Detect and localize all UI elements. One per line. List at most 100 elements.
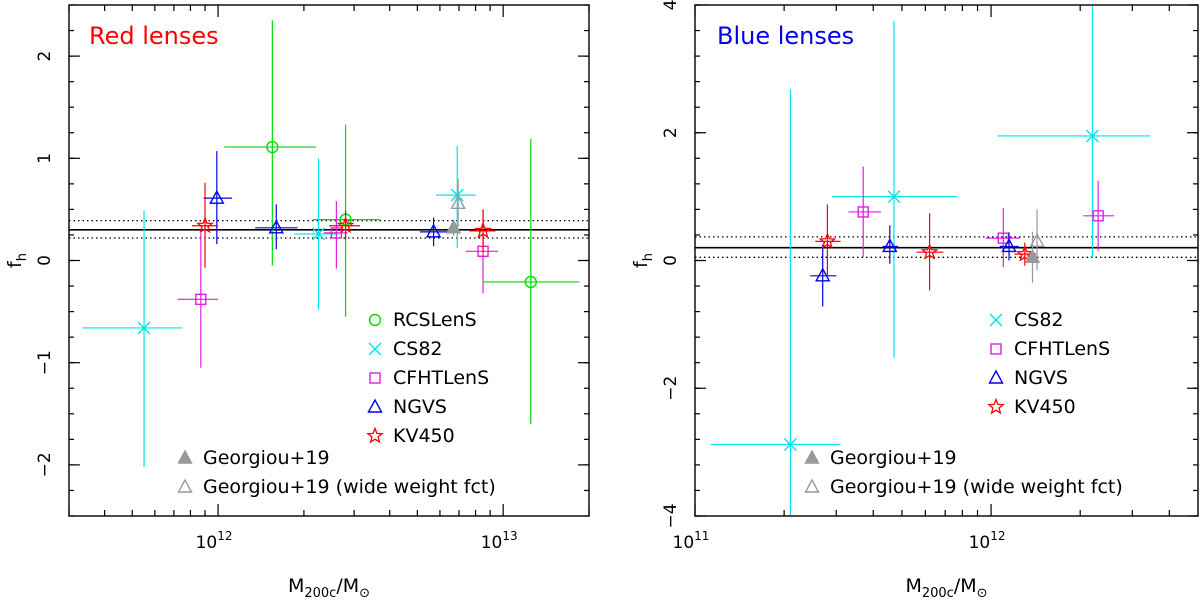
data-point-cs82 xyxy=(137,321,151,335)
x-axis-label: M200c/M⊙ xyxy=(288,575,370,601)
series-cs82 xyxy=(82,146,476,467)
data-point-georgiou-19-wide-weight-fct xyxy=(1029,232,1045,248)
legend-item-rcslens: RCSLenS xyxy=(368,309,477,331)
data-point-kv450 xyxy=(196,216,214,234)
data-point-kv450 xyxy=(920,242,939,260)
y-tick-label: −2 xyxy=(35,452,55,477)
y-label-sub: h xyxy=(15,253,30,261)
data-point-kv450 xyxy=(474,221,492,239)
legend-label: CFHTLenS xyxy=(393,367,489,389)
plot-frame xyxy=(694,4,1199,517)
legend-label: NGVS xyxy=(1014,367,1068,389)
chart-title: Red lenses xyxy=(89,22,219,50)
y-tick-label: 0 xyxy=(661,255,681,266)
legend-marker-cfhtlens xyxy=(990,343,1002,355)
x-tick-base: 10 xyxy=(673,533,695,553)
y-label-sub: h xyxy=(641,253,656,261)
data-point-ngvs xyxy=(882,237,898,253)
legend-marker-ngvs xyxy=(988,369,1004,384)
data-point-cfhtlens xyxy=(857,206,869,218)
data-point-cs82 xyxy=(1085,129,1099,143)
legend-marker-cs82 xyxy=(368,342,382,356)
x-axis-label: M200c/M⊙ xyxy=(905,575,987,601)
legend-label: RCSLenS xyxy=(393,309,477,331)
legend-label: Georgiou+19 (wide weight fct) xyxy=(830,476,1123,498)
data-point-ngvs xyxy=(815,267,831,282)
series-ngvs xyxy=(203,151,448,250)
x-label-main: M xyxy=(288,575,304,597)
data-point-georgiou-19 xyxy=(445,219,462,234)
y-axis: −4 −2 0 2 4 xyxy=(661,0,1198,529)
legend-item-georgiou-19: Georgiou+19 xyxy=(177,447,330,469)
x-label-sub: 200c xyxy=(304,586,336,601)
x-tick-label: 1013 xyxy=(481,529,518,553)
x-tick-exponent: 13 xyxy=(502,529,517,543)
series-kv450 xyxy=(191,182,496,268)
legend-marker-kv450 xyxy=(366,426,384,444)
series-georgiou-19-wide-weight-fct xyxy=(1029,209,1045,271)
data-point-kv450 xyxy=(1015,244,1034,262)
reference-lines xyxy=(695,236,1198,258)
data-point-rcslens xyxy=(524,275,538,289)
legend: RCSLenS CS82 CFHTLenS NGVS KV450 Georgiou+19 G… xyxy=(177,309,496,498)
legend-label: Georgiou+19 (wide weight fct) xyxy=(203,476,496,498)
x-tick-label: 1011 xyxy=(673,529,710,553)
data-point-cs82 xyxy=(450,188,464,202)
legend-label: Georgiou+19 xyxy=(203,447,330,469)
legend-item-georgiou-19-wide-weight-fct: Georgiou+19 (wide weight fct) xyxy=(177,476,496,498)
y-tick-label: −2 xyxy=(661,376,681,401)
x-tick-label: 1012 xyxy=(196,529,233,553)
data-point-kv450 xyxy=(818,232,837,249)
legend-marker-georgiou-19-wide-weight-fct xyxy=(177,478,193,493)
y-tick-label: 2 xyxy=(35,51,55,62)
legend-item-ngvs: NGVS xyxy=(988,367,1068,389)
data-point-georgiou-19 xyxy=(1024,248,1041,264)
legend-label: CFHTLenS xyxy=(1014,338,1110,360)
legend-item-cs82: CS82 xyxy=(368,338,443,360)
data-point-cfhtlens xyxy=(1092,210,1104,222)
series-georgiou-19 xyxy=(445,219,462,236)
legend-label: Georgiou+19 xyxy=(830,447,957,469)
data-points xyxy=(710,5,1151,516)
legend-item-ngvs: NGVS xyxy=(367,396,447,418)
y-axis: −2 −1 0 1 2 xyxy=(35,4,589,517)
series-cfhtlens xyxy=(848,166,1114,267)
series-georgiou-19 xyxy=(1024,231,1041,283)
data-point-cfhtlens xyxy=(997,232,1010,244)
legend-marker-kv450 xyxy=(987,397,1005,415)
legend-item-kv450: KV450 xyxy=(366,425,455,447)
legend-item-cfhtlens: CFHTLenS xyxy=(369,367,489,389)
series-cs82 xyxy=(710,5,1151,516)
legend-marker-ngvs xyxy=(367,398,383,413)
legend-label: CS82 xyxy=(393,338,443,360)
legend-marker-georgiou-19 xyxy=(804,449,820,464)
legend-label: KV450 xyxy=(393,425,455,447)
chart-title: Blue lenses xyxy=(717,22,854,50)
x-tick-label: 1012 xyxy=(969,529,1006,553)
y-tick-label: 0 xyxy=(35,255,55,266)
y-label-main: f xyxy=(630,260,652,268)
legend-label: CS82 xyxy=(1014,309,1064,331)
x-tick-exponent: 12 xyxy=(217,529,232,543)
x-tick-exponent: 12 xyxy=(990,529,1005,543)
x-label-sep: /M xyxy=(336,575,359,597)
plot-frame xyxy=(68,4,590,517)
data-point-cfhtlens xyxy=(195,293,207,306)
data-point-cs82 xyxy=(783,437,797,451)
series-kv450 xyxy=(815,204,1037,291)
x-tick-base: 10 xyxy=(196,533,218,553)
data-point-ngvs xyxy=(1001,237,1017,253)
y-axis-label: fh xyxy=(630,253,656,268)
legend-label: KV450 xyxy=(1014,396,1076,418)
data-point-ngvs xyxy=(209,189,225,204)
data-point-ngvs xyxy=(425,223,442,238)
legend-marker-cfhtlens xyxy=(369,372,381,384)
y-label-main: f xyxy=(4,260,26,268)
legend: CS82 CFHTLenS NGVS KV450 Georgiou+19 Georgiou… xyxy=(804,309,1123,498)
legend-item-cfhtlens: CFHTLenS xyxy=(990,338,1110,360)
legend-label: NGVS xyxy=(393,396,447,418)
x-label-sub: 200c xyxy=(922,586,954,601)
x-label-sun: ⊙ xyxy=(359,586,370,601)
legend-marker-georgiou-19 xyxy=(177,449,193,464)
